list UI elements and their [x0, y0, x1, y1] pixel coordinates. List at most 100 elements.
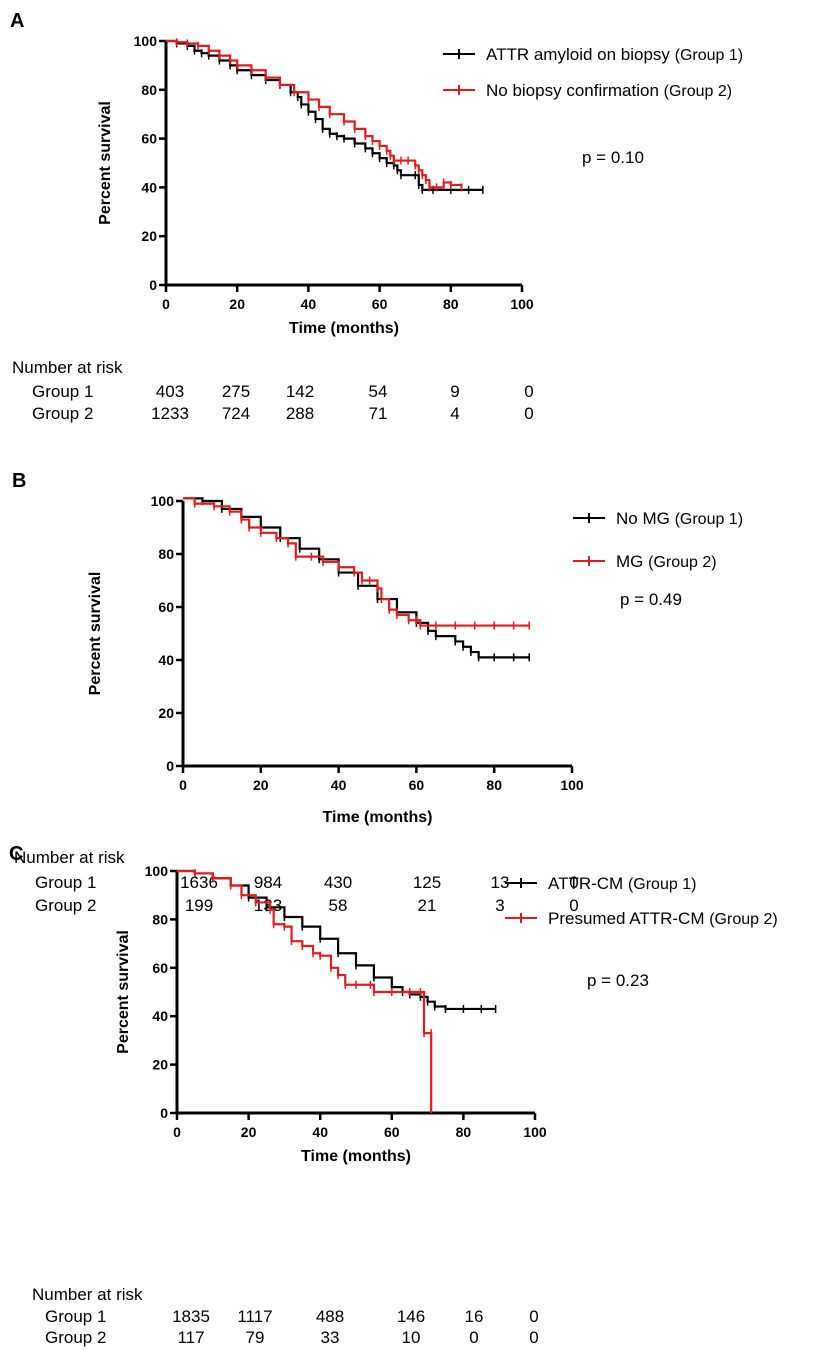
- legend-series-name: ATTR amyloid on biopsy: [486, 45, 675, 64]
- survival-chart-a: A 0 20 40 60 80 100 0 20 40 60 80 100 Time (months) Pe…: [10, 10, 743, 337]
- risk-count: 142: [285, 382, 315, 401]
- y-axis-label: Percent survival: [97, 101, 114, 225]
- risk-count: 146: [396, 1307, 426, 1326]
- y-tick-label: 40: [141, 179, 157, 195]
- survival-curve-group-2: [183, 497, 530, 627]
- risk-table-title: Number at risk: [14, 848, 125, 867]
- risk-count: 0: [469, 1328, 479, 1347]
- legend-label-group-2: No biopsy confirmation (Group 2): [486, 81, 732, 100]
- legend-group-name: (Group 1): [675, 47, 743, 64]
- x-axis-label: Time (months): [301, 1148, 411, 1165]
- survival-curve-group-1: [166, 39, 483, 191]
- legend-series-name: ATTR-CM: [548, 874, 628, 893]
- risk-count: 1117: [237, 1307, 273, 1326]
- risk-count: 10: [401, 1328, 421, 1347]
- y-tick-label: 0: [166, 758, 174, 774]
- y-tick-label: 60: [141, 131, 157, 147]
- y-tick-label: 80: [152, 911, 168, 927]
- panel-a: A 0 20 40 60 80 100 0 20 40 60 80 100 Time (months) Pe…: [0, 0, 814, 440]
- survival-chart-c: C 0 20 40 60 80 100 0 20 40 60 80 100 Time (months) Pe…: [9, 843, 778, 1165]
- risk-count: 16: [464, 1307, 484, 1326]
- risk-count: 9: [450, 382, 460, 401]
- y-tick-label: 60: [158, 599, 174, 615]
- risk-count: 13: [490, 873, 510, 892]
- x-tick-label: 60: [384, 1124, 400, 1140]
- x-tick-label: 80: [456, 1124, 472, 1140]
- survival-curve-group-2: [166, 39, 463, 189]
- risk-row-label: Group 1: [35, 873, 97, 892]
- risk-count: 488: [315, 1307, 345, 1326]
- risk-count: 984: [253, 873, 283, 892]
- survival-chart-b: B 0 20 40 60 80 100 0 20 40 60 80 100 Time (months) Pe…: [12, 470, 743, 826]
- x-tick-label: 40: [331, 777, 347, 793]
- legend-group-name: (Group 2): [709, 911, 777, 928]
- risk-count: 1636: [180, 873, 218, 892]
- y-tick-label: 20: [141, 228, 157, 244]
- legend-label-group-2: MG (Group 2): [616, 552, 717, 571]
- survival-curve-group-1: [177, 869, 496, 1011]
- y-tick-label: 0: [149, 277, 157, 293]
- risk-count: 430: [323, 873, 353, 892]
- p-value: p = 0.10: [582, 148, 644, 167]
- legend-group-name: (Group 1): [675, 511, 743, 528]
- risk-count: 288: [285, 404, 315, 423]
- survival-curve-group-1: [183, 497, 530, 659]
- x-tick-label: 80: [486, 777, 502, 793]
- risk-count: 1835: [172, 1307, 210, 1326]
- y-tick-label: 80: [158, 546, 174, 562]
- risk-row-label: Group 2: [32, 404, 94, 423]
- risk-row-label: Group 2: [45, 1328, 107, 1347]
- x-tick-label: 0: [162, 296, 170, 312]
- y-tick-label: 40: [158, 652, 174, 668]
- risk-count: 117: [177, 1328, 205, 1347]
- risk-count: 3: [495, 896, 505, 915]
- x-tick-label: 20: [253, 777, 269, 793]
- y-tick-label: 40: [152, 1008, 168, 1024]
- risk-count: 0: [529, 1307, 539, 1326]
- panel-label: B: [12, 470, 26, 492]
- x-tick-label: 20: [241, 1124, 257, 1140]
- x-tick-label: 40: [312, 1124, 328, 1140]
- x-tick-label: 40: [301, 296, 317, 312]
- risk-count: 33: [320, 1328, 340, 1347]
- risk-row-label: Group 1: [32, 382, 94, 401]
- risk-count: 0: [524, 404, 534, 423]
- x-tick-label: 60: [372, 296, 388, 312]
- legend-label-group-2: Presumed ATTR-CM (Group 2): [548, 909, 778, 928]
- y-tick-label: 0: [160, 1105, 168, 1121]
- survival-curve-group-2: [177, 869, 433, 1113]
- risk-count: 21: [417, 896, 437, 915]
- risk-count: 403: [155, 382, 185, 401]
- legend-group-name: (Group 2): [664, 83, 732, 100]
- risk-count: 71: [368, 404, 388, 423]
- p-value: p = 0.49: [620, 590, 682, 609]
- x-tick-label: 60: [409, 777, 425, 793]
- panel-b: B 0 20 40 60 80 100 0 20 40 60 80 100 Time (months) Pe…: [0, 455, 814, 915]
- legend-label-group-1: No MG (Group 1): [616, 509, 743, 528]
- risk-count: 125: [412, 873, 442, 892]
- x-axis-label: Time (months): [323, 809, 433, 826]
- risk-count: 275: [221, 382, 251, 401]
- panel-label: A: [10, 10, 24, 32]
- risk-row-label: Group 1: [45, 1307, 107, 1326]
- panel-label: C: [9, 843, 23, 865]
- risk-count: 199: [184, 896, 214, 915]
- risk-count: 133: [253, 896, 283, 915]
- risk-row-label: Group 2: [35, 896, 97, 915]
- risk-table-title: Number at risk: [12, 358, 123, 377]
- y-tick-label: 20: [158, 705, 174, 721]
- x-tick-label: 100: [510, 296, 534, 312]
- y-tick-label: 100: [134, 33, 158, 49]
- legend-series-name: MG: [616, 552, 648, 571]
- x-tick-label: 20: [229, 296, 245, 312]
- y-tick-label: 60: [152, 960, 168, 976]
- y-tick-label: 100: [145, 863, 169, 879]
- y-tick-label: 100: [151, 493, 175, 509]
- x-tick-label: 0: [179, 777, 187, 793]
- legend-series-name: No MG: [616, 509, 675, 528]
- legend-group-name: (Group 2): [648, 554, 716, 571]
- x-axis-label: Time (months): [289, 320, 399, 337]
- risk-count: 0: [569, 896, 579, 915]
- y-axis-label: Percent survival: [87, 572, 104, 696]
- risk-table-title: Number at risk: [32, 1285, 143, 1304]
